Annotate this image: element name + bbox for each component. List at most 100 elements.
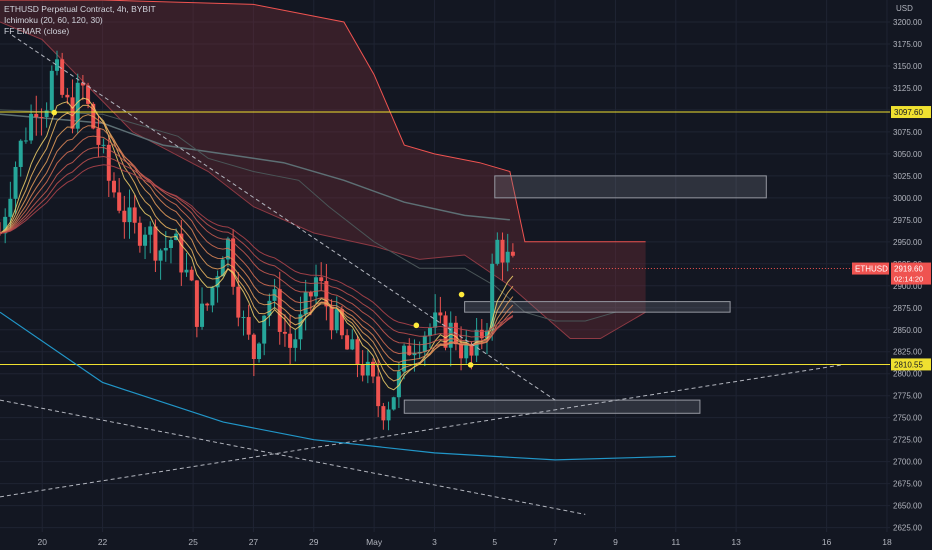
candle-body [479, 329, 484, 339]
candle-body [438, 312, 443, 316]
candle-body [314, 277, 319, 297]
chart-grid [0, 0, 890, 532]
price-tick-label: 2825.00 [893, 348, 922, 357]
candle-body [396, 371, 401, 398]
price-tick-label: 2700.00 [893, 458, 922, 467]
time-tick-label: 20 [38, 537, 48, 547]
candle-body [225, 238, 230, 260]
time-tick-label: 27 [249, 537, 259, 547]
arc-curve [0, 311, 676, 461]
candle-body [257, 343, 262, 360]
time-tick-label: 22 [98, 537, 108, 547]
price-tick-label: 2675.00 [893, 480, 922, 489]
candle-body [29, 113, 34, 141]
time-tick-label: 16 [822, 537, 832, 547]
price-tick-label: 2725.00 [893, 436, 922, 445]
candle-body [179, 233, 184, 273]
candle-body [298, 314, 303, 340]
candle-body [495, 239, 500, 264]
candle-body [433, 312, 438, 328]
price-tick-label: 2900.00 [893, 282, 922, 291]
candle-body [303, 292, 308, 315]
candle-body [288, 333, 293, 348]
ichimoku-legend[interactable]: Ichimoku (20, 60, 120, 30) [4, 15, 103, 25]
candle-body [205, 303, 210, 306]
ema-line [0, 155, 514, 338]
price-tick-label: 3000.00 [893, 194, 922, 203]
ema-line [0, 164, 514, 332]
price-axis[interactable]: USD3200.003175.003150.003125.003100.0030… [893, 4, 922, 533]
candle-body [365, 361, 370, 376]
candle-body [54, 59, 59, 71]
horizontal-levels[interactable] [0, 111, 890, 365]
candle-body [18, 140, 23, 167]
candle-body [345, 335, 350, 350]
candle-body [469, 343, 474, 356]
candle-body [459, 344, 464, 359]
price-tick-label: 3050.00 [893, 150, 922, 159]
candle-body [13, 166, 18, 199]
ema-legend[interactable]: FF EMAR (close) [4, 26, 70, 36]
time-tick-label: 11 [671, 537, 680, 547]
level-tag-label: 3097.60 [894, 108, 923, 117]
price-tick-label: 2950.00 [893, 238, 922, 247]
candle-body [319, 277, 324, 282]
candle-body [153, 226, 158, 261]
level-tag-bg [891, 106, 931, 119]
candle-body [3, 216, 8, 234]
signal-dot [467, 362, 474, 368]
symbol-title[interactable]: ETHUSD Perpetual Contract, 4h, BYBIT [4, 4, 156, 14]
candle-body [86, 85, 91, 104]
cloud-lower-line [0, 21, 646, 339]
symbol-tag-label: ETHUSD [855, 265, 888, 274]
candle-body [127, 207, 132, 223]
candle-body [355, 339, 360, 365]
candle-body [350, 339, 355, 350]
price-tick-label: 2850.00 [893, 326, 922, 335]
trendline [0, 364, 842, 498]
candle-body [381, 406, 386, 421]
price-tick-label: 3075.00 [893, 128, 922, 137]
time-tick-label: May [366, 537, 383, 547]
candle-body [464, 343, 469, 359]
ema-line [0, 97, 514, 391]
zone-box [464, 301, 731, 313]
price-tick-label: 3125.00 [893, 84, 922, 93]
candle-body [262, 315, 267, 344]
candle-body [23, 140, 28, 142]
candle-body [267, 300, 272, 316]
price-tick-label: 2975.00 [893, 216, 922, 225]
candle-body [101, 144, 106, 146]
candle-body [510, 251, 515, 256]
price-tick-label: 2775.00 [893, 392, 922, 401]
candle-body [329, 306, 334, 331]
candle-body [505, 251, 510, 263]
candle-body [339, 309, 344, 336]
trendlines[interactable] [0, 34, 842, 515]
price-tick-label: 2750.00 [893, 414, 922, 423]
time-axis[interactable]: 20 22 25 27 29 May 3 5 7 9 11 13 16 18 [38, 537, 892, 547]
candle-body [376, 376, 381, 407]
candle-body [184, 269, 189, 273]
slow-line [0, 113, 510, 221]
candle-body [106, 144, 111, 181]
current-price-label: 2919.60 [894, 265, 923, 274]
kijun-line [0, 109, 616, 322]
price-tick-label: 2800.00 [893, 370, 922, 379]
time-tick-label: 25 [188, 537, 198, 547]
ema-ribbon [0, 97, 514, 391]
candle-body [143, 234, 148, 246]
candle-body [448, 322, 453, 348]
time-tick-label: 29 [309, 537, 319, 547]
level-tag-bg [891, 358, 931, 371]
candle-body [132, 207, 137, 223]
candle-body [391, 397, 396, 410]
time-tick-label: 3 [432, 537, 437, 547]
symbol-tag-bg [852, 262, 889, 275]
candle-body [215, 276, 220, 288]
zone-box [403, 399, 701, 414]
supply-demand-zones[interactable] [403, 175, 767, 414]
